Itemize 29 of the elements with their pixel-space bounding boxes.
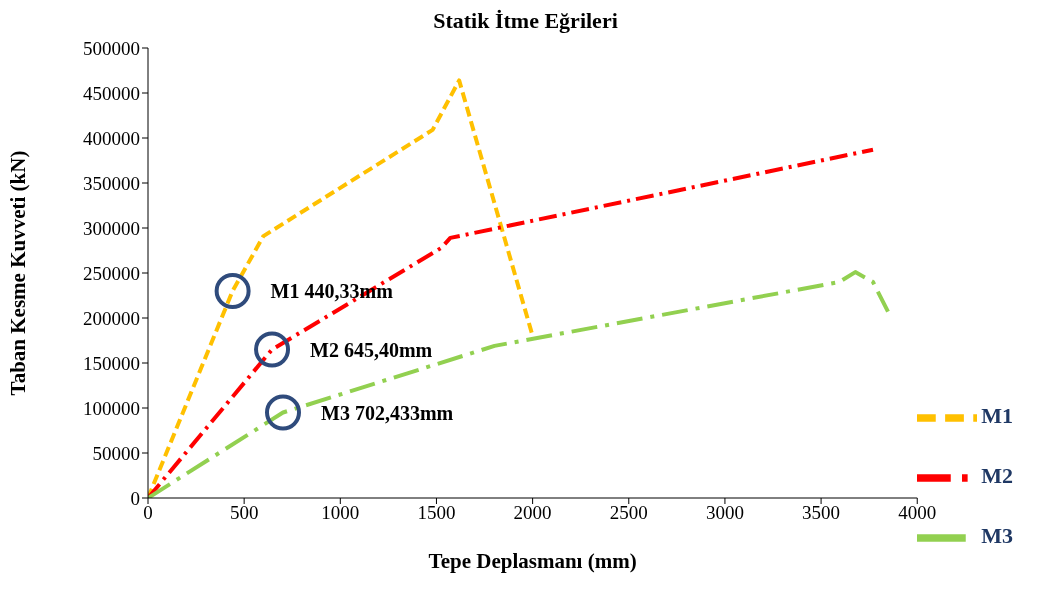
legend-label: M2 (981, 463, 1013, 489)
y-tick-label: 100000 (83, 397, 140, 419)
y-tick-label: 350000 (83, 172, 140, 194)
y-tick-label: 150000 (83, 352, 140, 374)
annotation: M2 645,40mm (310, 338, 433, 361)
y-tick-label: 50000 (92, 442, 140, 464)
x-tick-label: 500 (229, 502, 259, 524)
legend-label: M1 (981, 403, 1013, 429)
y-tick-label: 300000 (83, 217, 140, 239)
x-tick-label: 2000 (513, 502, 552, 524)
y-tick-label: 200000 (83, 307, 140, 329)
y-tick-label: 0 (130, 487, 140, 509)
x-axis-title: Tepe Deplasmanı (mm) (428, 549, 637, 573)
annotation: M3 702,433mm (321, 401, 454, 424)
x-tick-label: 2500 (609, 502, 648, 524)
x-tick-label: 1000 (321, 502, 360, 524)
y-tick-label: 450000 (83, 82, 140, 104)
x-tick-label: 3500 (802, 502, 841, 524)
y-tick-label: 500000 (83, 37, 140, 59)
y-tick-label: 400000 (83, 127, 140, 149)
x-tick-label: 1500 (417, 502, 456, 524)
x-tick-label: 4000 (898, 502, 937, 524)
legend-label: M3 (981, 523, 1013, 549)
line-series (148, 270, 890, 498)
y-axis-title: Taban Kesme Kuvveti (kN) (6, 150, 31, 396)
line-series (148, 147, 875, 498)
x-tick-label: 3000 (705, 502, 744, 524)
y-tick-label: 250000 (83, 262, 140, 284)
chart-title: Statik İtme Eğrileri (432, 8, 619, 35)
